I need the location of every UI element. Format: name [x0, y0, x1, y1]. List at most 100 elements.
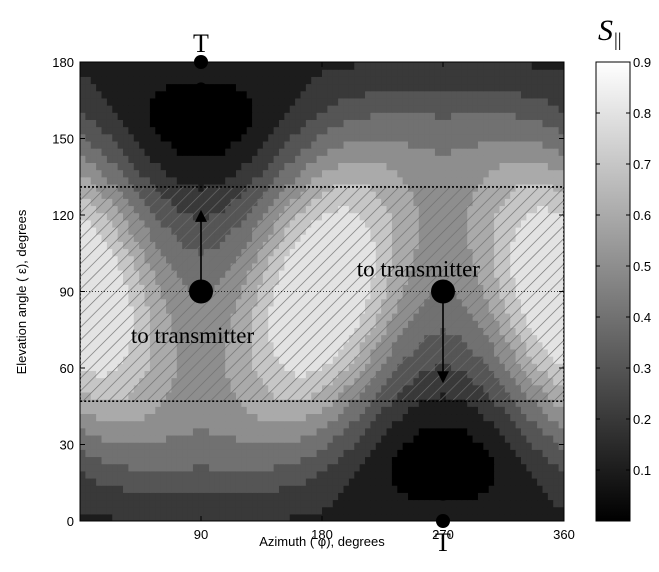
heatmap-cell — [284, 126, 291, 135]
heatmap-cell — [149, 169, 156, 178]
heatmap-cell — [424, 442, 431, 450]
heatmap-cell — [96, 119, 103, 128]
heatmap-cell — [408, 169, 415, 178]
heatmap-cell — [316, 126, 323, 135]
heatmap-cell — [117, 140, 124, 149]
heatmap-cell — [343, 513, 350, 521]
heatmap-cell — [101, 126, 108, 135]
heatmap-cell — [295, 413, 302, 422]
heatmap-cell — [85, 406, 92, 415]
heatmap-cell — [467, 420, 474, 429]
heatmap-cell — [510, 463, 517, 472]
heatmap-cell — [504, 427, 511, 436]
heatmap-cell — [558, 176, 564, 185]
heatmap-cell — [461, 434, 468, 443]
heatmap-cell — [273, 477, 280, 486]
heatmap-cell — [488, 140, 495, 149]
heatmap-cell — [553, 126, 560, 135]
heatmap-cell — [343, 162, 350, 171]
heatmap-cell — [144, 477, 151, 486]
heatmap-cell — [155, 442, 162, 450]
heatmap-cell — [499, 162, 506, 171]
heatmap-cell — [322, 126, 328, 135]
heatmap-cell — [402, 420, 409, 429]
heatmap-cell — [440, 169, 447, 178]
heatmap-cell — [90, 126, 97, 135]
heatmap-cell — [112, 456, 119, 465]
heatmap-cell — [96, 449, 103, 458]
heatmap-cell — [537, 477, 544, 486]
heatmap-cell — [408, 513, 415, 521]
heatmap-cell — [268, 133, 275, 142]
heatmap-cell — [504, 413, 511, 422]
heatmap-cell — [144, 449, 151, 458]
heatmap-cell — [252, 176, 259, 185]
heatmap-cell — [386, 427, 393, 436]
heatmap-cell — [365, 399, 371, 407]
heatmap-cell — [418, 470, 425, 479]
heatmap-cell — [316, 140, 323, 149]
heatmap-cell — [295, 427, 302, 436]
heatmap-cell — [547, 406, 554, 415]
heatmap-cell — [461, 506, 468, 515]
heatmap-cell — [547, 456, 554, 465]
heatmap-cell — [343, 148, 350, 156]
heatmap-cell — [343, 133, 350, 142]
heatmap-cell — [311, 442, 318, 450]
heatmap-cell — [295, 148, 302, 156]
heatmap-cell — [149, 126, 156, 135]
heatmap-cell — [316, 506, 323, 515]
heatmap-cell — [445, 499, 452, 508]
heatmap-cell — [375, 176, 382, 185]
heatmap-cell — [520, 513, 527, 521]
heatmap-cell — [198, 442, 205, 450]
heatmap-cell — [558, 434, 564, 443]
heatmap-cell — [133, 513, 140, 521]
heatmap-cell — [434, 162, 441, 171]
heatmap-cell — [322, 427, 328, 436]
heatmap-cell — [268, 119, 275, 128]
heatmap-cell — [85, 463, 92, 472]
heatmap-cell — [80, 513, 86, 521]
heatmap-cell — [418, 140, 425, 149]
heatmap-cell — [418, 155, 425, 163]
heatmap-cell — [537, 499, 544, 508]
heatmap-cell — [488, 434, 495, 443]
heatmap-cell — [391, 420, 398, 429]
heatmap-cell — [101, 169, 108, 178]
heatmap-cell — [300, 133, 307, 142]
heatmap-cell — [284, 456, 291, 465]
heatmap-cell — [80, 463, 86, 472]
heatmap-cell — [182, 148, 189, 156]
heatmap-cell — [284, 449, 291, 458]
heatmap-cell — [343, 399, 350, 407]
heatmap-cell — [96, 485, 103, 493]
heatmap-cell — [219, 456, 226, 465]
heatmap-cell — [504, 148, 511, 156]
heatmap-cell — [209, 162, 216, 171]
heatmap-cell — [235, 499, 242, 508]
heatmap-cell — [445, 169, 452, 178]
heatmap-cell — [477, 485, 484, 493]
heatmap-cell — [348, 176, 355, 185]
heatmap-cell — [128, 492, 135, 501]
heatmap-cell — [144, 140, 151, 149]
heatmap-cell — [424, 420, 431, 429]
heatmap-cell — [289, 140, 296, 149]
heatmap-cell — [133, 133, 140, 142]
heatmap-cell — [467, 413, 474, 422]
heatmap-cell — [391, 133, 398, 142]
heatmap-cell — [451, 456, 458, 465]
heatmap-cell — [316, 442, 323, 450]
heatmap-cell — [278, 485, 285, 493]
heatmap-cell — [155, 513, 162, 521]
heatmap-cell — [386, 413, 393, 422]
heatmap-cell — [488, 513, 495, 521]
heatmap-cell — [209, 463, 216, 472]
heatmap-cell — [537, 427, 544, 436]
heatmap-cell — [289, 513, 296, 521]
heatmap-cell — [494, 513, 501, 521]
heatmap-cell — [494, 492, 501, 501]
heatmap-cell — [80, 155, 86, 163]
heatmap-cell — [327, 427, 334, 436]
